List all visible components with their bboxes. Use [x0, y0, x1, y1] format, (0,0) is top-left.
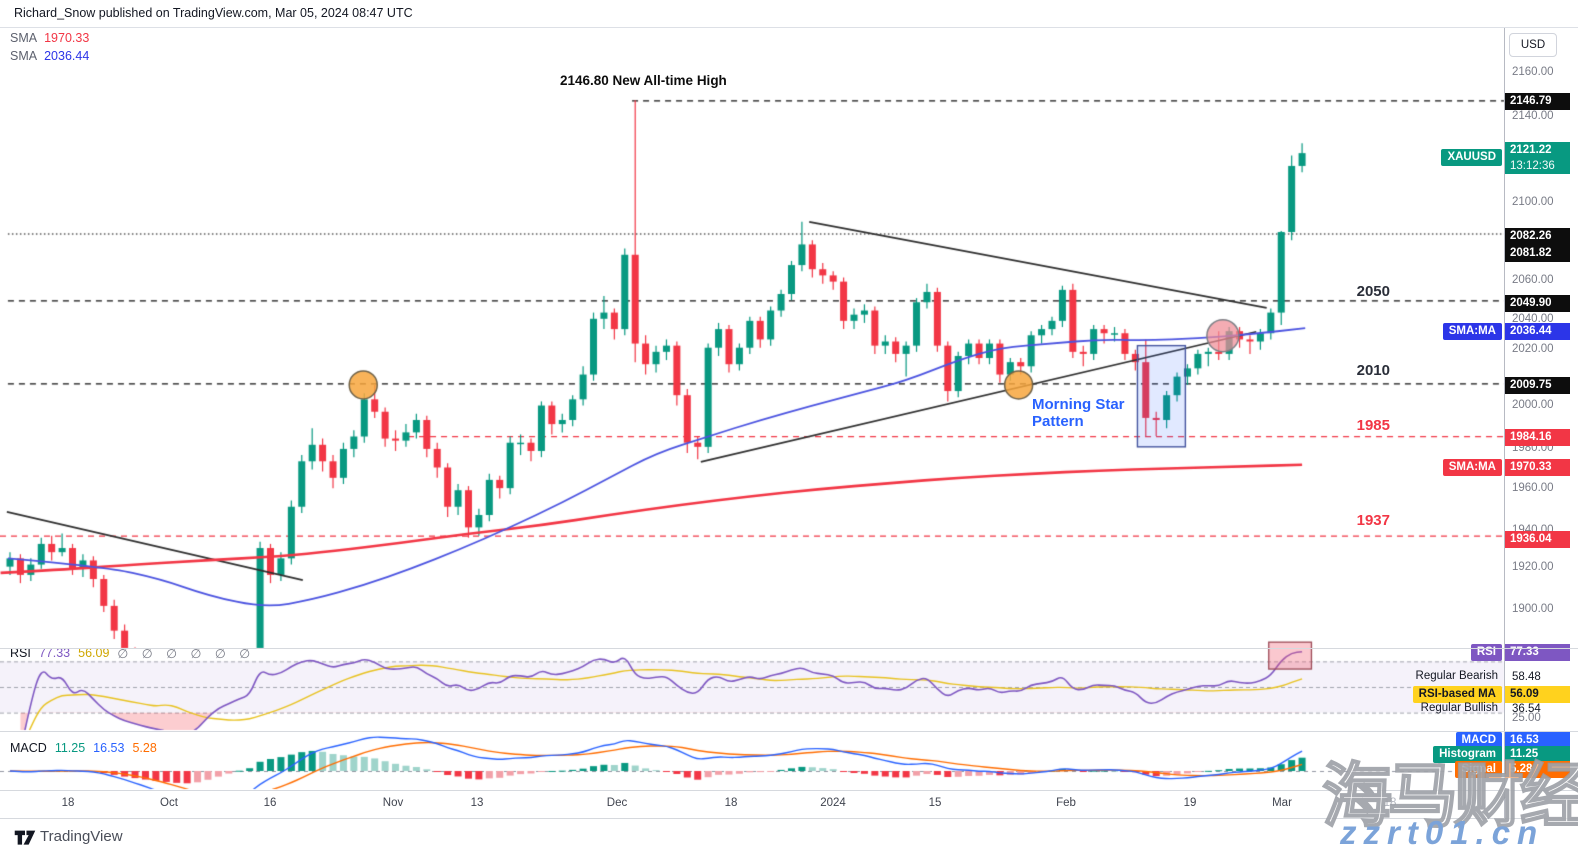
price-tick: 2040.00	[1512, 313, 1554, 325]
legend-row-sma-blue[interactable]: SMA 2036.44	[10, 49, 89, 63]
last-price-label: 2121.22 13:12:36	[1504, 142, 1570, 174]
price-tick: 1920.00	[1512, 561, 1554, 573]
price-label-box: 1936.04	[1504, 530, 1570, 548]
indicator-tag: Histogram	[1433, 745, 1502, 763]
bar-countdown: 13:12:36	[1510, 160, 1555, 172]
price-level-annotation: 1985	[1356, 417, 1390, 434]
price-tick: 2020.00	[1512, 343, 1554, 355]
price-level-annotation: 1937	[1356, 512, 1390, 529]
pane-divider-main-rsi[interactable]	[0, 648, 1578, 649]
last-price-value: 2121.22	[1510, 144, 1552, 156]
price-tick: 1960.00	[1512, 482, 1554, 494]
indicator-value: 36.54	[1512, 703, 1541, 715]
legend-row-sma-red[interactable]: SMA 1970.33	[10, 31, 89, 45]
indicator-value: 5.28	[1504, 760, 1570, 778]
symbol-tag: XAUUSD	[1441, 149, 1502, 166]
sma-label: SMA	[10, 31, 38, 45]
tradingview-brand[interactable]: TradingView	[40, 828, 123, 845]
rsi-legend[interactable]: RSI 77.33 56.09 ∅ ∅ ∅ ∅ ∅ ∅	[10, 646, 255, 661]
indicator-tag: Regular Bearish	[1415, 669, 1498, 682]
macd-title: MACD	[10, 741, 47, 755]
price-label-box: 2146.79	[1504, 92, 1570, 110]
price-axis-border	[1504, 28, 1505, 818]
price-tick: 1900.00	[1512, 603, 1554, 615]
time-tick: Mar	[1272, 797, 1292, 809]
currency-button[interactable]: USD	[1509, 33, 1557, 57]
rsi-placeholder-values: ∅ ∅ ∅ ∅ ∅ ∅	[117, 647, 256, 661]
macd-legend[interactable]: MACD 11.25 16.53 5.28	[10, 741, 157, 755]
morning-star-line2: Pattern	[1032, 413, 1084, 430]
morning-star-annotation: Morning Star Pattern	[1032, 396, 1125, 430]
indicator-value: 56.09	[1504, 685, 1570, 703]
price-tick: 2140.00	[1512, 110, 1554, 122]
morning-star-line1: Morning Star	[1032, 396, 1125, 413]
time-tick: Oct	[160, 797, 178, 809]
indicator-value: 25.00	[1512, 712, 1541, 724]
price-tick: 2060.00	[1512, 274, 1554, 286]
published-line: Richard_Snow published on TradingView.co…	[14, 6, 413, 20]
rsi-title: RSI	[10, 646, 31, 660]
sma-ma-tag: SMA:MA	[1442, 322, 1502, 340]
time-tick: 2024	[820, 797, 846, 809]
indicator-tag: Signal	[1455, 760, 1502, 778]
indicator-legend: SMA 1970.33 SMA 2036.44	[10, 31, 89, 67]
time-tick: 18	[61, 797, 75, 809]
sma-value: 2036.44	[44, 49, 90, 63]
rsi-ma-value: 56.09	[78, 646, 110, 660]
price-axis[interactable]: USD 2121.22 13:12:36 2160.00 2140.00 2100.…	[1504, 0, 1578, 818]
watermark-url: zzrt01.cn	[1340, 814, 1545, 851]
price-label-box: 2081.82	[1504, 244, 1570, 262]
time-tick: 18	[724, 797, 738, 809]
macd-histogram-value: 11.25	[54, 741, 86, 755]
time-tick: 19	[1183, 797, 1197, 809]
indicator-tag: RSI	[1470, 643, 1502, 661]
rsi-value: 77.33	[38, 646, 71, 660]
indicator-tag: RSI-based MA	[1412, 685, 1502, 703]
indicator-value: 16.53	[1504, 731, 1570, 749]
indicator-tag: Regular Bullish	[1420, 701, 1498, 714]
indicator-value: 58.48	[1512, 671, 1541, 683]
price-tick: 2160.00	[1512, 66, 1554, 78]
price-label-box: 2036.44	[1504, 322, 1570, 340]
time-tick: Feb	[1056, 797, 1076, 809]
price-label-box: 1970.33	[1504, 458, 1570, 476]
price-label-box: 2082.26	[1504, 227, 1570, 245]
sma-label: SMA	[10, 49, 38, 63]
header-divider	[0, 27, 1578, 28]
indicator-value: 77.33	[1504, 643, 1570, 661]
macd-value: 16.53	[93, 741, 125, 755]
sma-value: 1970.33	[44, 31, 90, 45]
time-tick: 18	[1383, 797, 1397, 809]
all-time-high-annotation: 2146.80 New All-time High	[560, 73, 727, 88]
time-tick: 15	[928, 797, 942, 809]
tradingview-logo-icon[interactable]	[14, 828, 36, 848]
time-tick: Dec	[606, 797, 628, 809]
time-tick: Nov	[382, 797, 404, 809]
header-bar: Richard_Snow published on TradingView.co…	[0, 0, 1578, 27]
pane-divider-rsi-macd[interactable]	[0, 731, 1578, 732]
time-tick: 13	[470, 797, 484, 809]
sma-ma-tag: SMA:MA	[1442, 458, 1502, 476]
price-level-annotation: 2050	[1356, 283, 1390, 300]
indicator-tag: MACD	[1455, 731, 1502, 749]
price-level-annotation: 2010	[1356, 362, 1390, 379]
price-label-box: 2049.90	[1504, 294, 1570, 312]
time-tick: 16	[263, 797, 277, 809]
time-axis[interactable]: 18 Oct 16 Nov 13 Dec 18 2024 15 Feb 19 Mar 18	[0, 791, 1578, 818]
macd-signal-value: 5.28	[132, 741, 157, 755]
watermark-chinese: 海马财经	[1321, 756, 1578, 836]
price-label-box: 2009.75	[1504, 376, 1570, 394]
footer-bar: TradingView	[0, 819, 1578, 857]
indicator-value: 11.25	[1504, 745, 1570, 763]
price-tick: 2000.00	[1512, 399, 1554, 411]
axis-footer-divider	[0, 818, 1578, 819]
price-label-box: 1984.16	[1504, 428, 1570, 446]
price-tick: 2100.00	[1512, 196, 1554, 208]
pane-divider-macd-axis	[0, 790, 1578, 791]
